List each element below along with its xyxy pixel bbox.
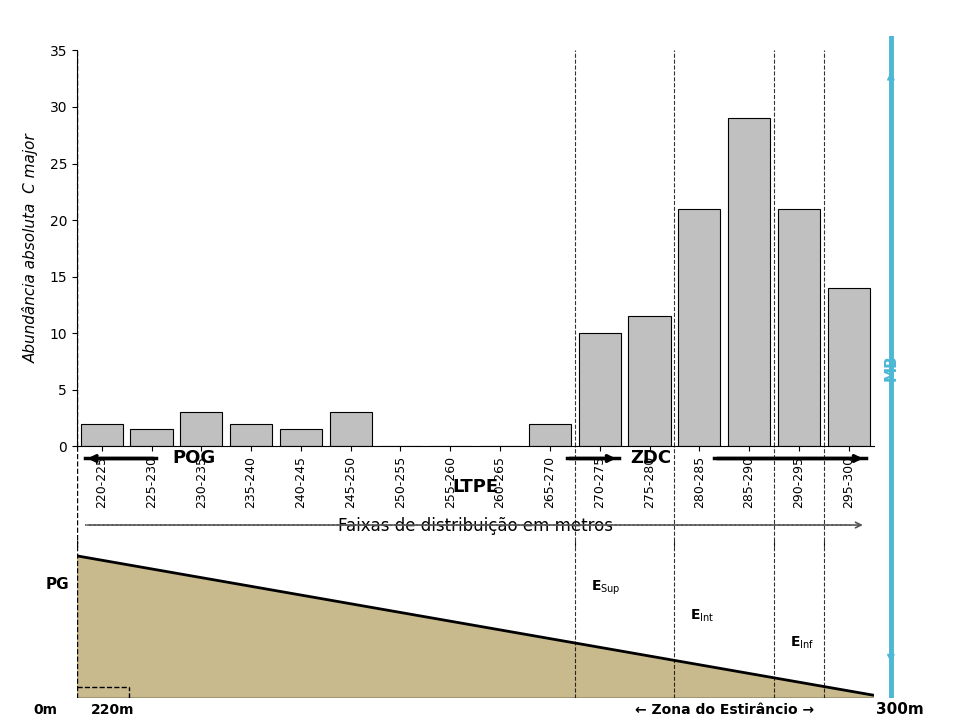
Bar bbox=[180, 413, 223, 446]
Bar bbox=[728, 118, 770, 446]
Bar bbox=[230, 424, 273, 446]
Y-axis label: Abundância absoluta  C major: Abundância absoluta C major bbox=[22, 133, 38, 364]
Bar bbox=[828, 288, 870, 446]
Text: 220m: 220m bbox=[91, 703, 134, 717]
Bar bbox=[131, 429, 173, 446]
Bar bbox=[629, 316, 671, 446]
Bar bbox=[81, 424, 123, 446]
Text: 0m: 0m bbox=[34, 703, 58, 717]
Bar bbox=[579, 333, 621, 446]
Text: E$_{\rm Inf}$: E$_{\rm Inf}$ bbox=[790, 635, 814, 651]
Text: E$_{\rm Sup}$: E$_{\rm Sup}$ bbox=[590, 578, 620, 597]
Polygon shape bbox=[77, 556, 874, 698]
Bar bbox=[678, 209, 720, 446]
Text: E$_{\rm Int}$: E$_{\rm Int}$ bbox=[690, 608, 714, 624]
Bar bbox=[529, 424, 571, 446]
Text: MB: MB bbox=[883, 354, 899, 381]
Bar bbox=[329, 413, 372, 446]
Text: ← Zona do Estirâncio →: ← Zona do Estirâncio → bbox=[635, 703, 814, 717]
Text: 300m: 300m bbox=[876, 702, 924, 717]
X-axis label: Faixas de distribuição em metros: Faixas de distribuição em metros bbox=[338, 517, 612, 535]
Text: LTPE: LTPE bbox=[452, 478, 498, 495]
Text: ZDC: ZDC bbox=[631, 449, 672, 467]
Bar bbox=[778, 209, 820, 446]
Text: PG: PG bbox=[45, 577, 69, 592]
Bar bbox=[279, 429, 322, 446]
Text: POG: POG bbox=[173, 449, 216, 467]
